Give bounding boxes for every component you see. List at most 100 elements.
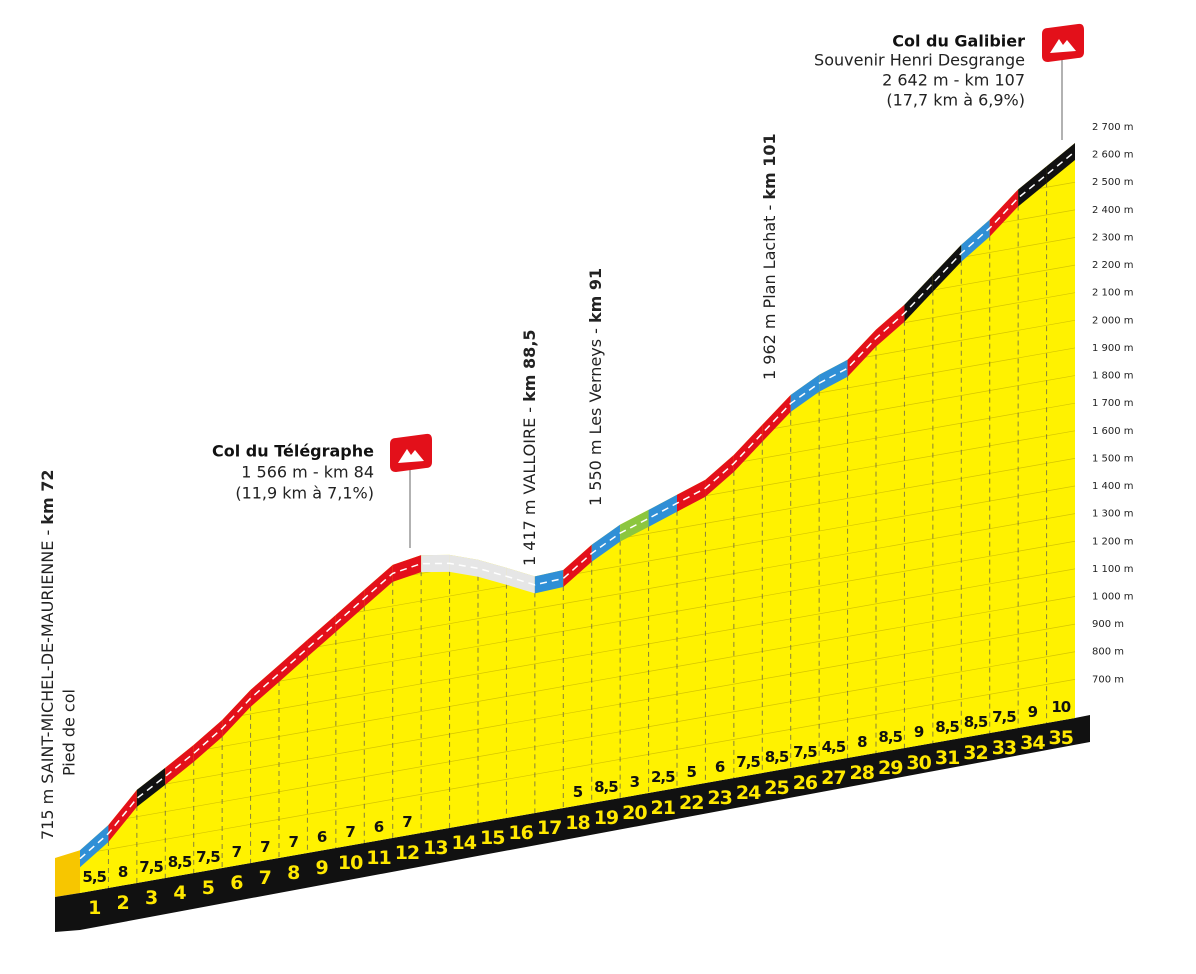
y-tick-label: 2 700 m xyxy=(1092,122,1134,133)
road-segment xyxy=(591,524,621,562)
col-climb: (17,7 km à 6,9%) xyxy=(886,91,1025,110)
y-tick-label: 900 m xyxy=(1092,619,1124,630)
y-tick-label: 1 200 m xyxy=(1092,536,1134,547)
lachat-label: 1 962 m Plan Lachat - km 101 xyxy=(760,133,779,380)
gradient-label: 9 xyxy=(1028,703,1038,721)
verneys-label: 1 550 m Les Verneys - km 91 xyxy=(586,268,605,506)
gradient-label: 6 xyxy=(374,818,384,836)
km-label: 15 xyxy=(480,827,504,849)
col-title: Col du Télégraphe xyxy=(212,442,374,461)
y-tick-label: 1 900 m xyxy=(1092,343,1134,354)
km-label: 21 xyxy=(651,797,675,819)
y-tick-label: 2 400 m xyxy=(1092,205,1134,216)
grid-line xyxy=(80,596,1075,772)
gradient-label: 8,5 xyxy=(594,778,618,796)
km-label: 23 xyxy=(707,787,731,809)
grid-line xyxy=(80,651,1075,828)
km-label: 13 xyxy=(423,837,447,859)
gradient-label: 7,5 xyxy=(793,743,817,761)
gradient-label: 8,5 xyxy=(878,728,902,746)
grid-line xyxy=(80,568,1075,745)
km-label: 14 xyxy=(452,832,477,854)
road-segment xyxy=(733,424,763,472)
km-label: 7 xyxy=(259,867,271,889)
y-tick-label: 700 m xyxy=(1092,674,1124,685)
gradient-label: 8 xyxy=(857,733,867,751)
km-label: 30 xyxy=(906,752,931,774)
gradient-label: 3 xyxy=(630,773,640,791)
gradient-label: 5 xyxy=(573,783,583,801)
road-segment xyxy=(222,689,251,737)
road-segment xyxy=(961,219,990,262)
km-label: 2 xyxy=(117,892,129,914)
y-tick-label: 2 600 m xyxy=(1092,150,1134,161)
y-tick-label: 2 000 m xyxy=(1092,315,1134,326)
gradient-label: 8 xyxy=(118,863,128,881)
base-band xyxy=(55,715,1090,932)
gradient-label: 8,5 xyxy=(935,718,959,736)
km-label: 8 xyxy=(287,862,300,884)
km-label: 5 xyxy=(202,877,214,899)
y-tick-label: 1 600 m xyxy=(1092,426,1134,437)
road-segment xyxy=(534,569,564,594)
km-label: 31 xyxy=(935,747,959,769)
lachat-km: km 101 xyxy=(760,133,779,199)
valloire-km: km 88,5 xyxy=(520,329,539,401)
grid-line xyxy=(80,143,1075,303)
gradient-label: 8,5 xyxy=(168,853,192,871)
gradient-label: 6 xyxy=(715,758,725,776)
gradient-label: 10 xyxy=(1051,698,1070,716)
km-label: 9 xyxy=(316,857,328,879)
verneys-km: km 91 xyxy=(586,268,605,323)
km-label: 12 xyxy=(395,842,419,864)
gradient-label: 4,5 xyxy=(822,738,846,756)
y-tick-label: 1 500 m xyxy=(1092,453,1134,464)
gradient-label: 7,5 xyxy=(196,848,220,866)
km-label: 18 xyxy=(565,812,590,834)
verneys-text: 1 550 m Les Verneys - xyxy=(586,323,605,506)
y-tick-label: 1 300 m xyxy=(1092,509,1134,520)
start-note: Pied de col xyxy=(60,689,79,776)
road-segment xyxy=(364,564,393,607)
col-title: Col du Galibier xyxy=(892,32,1025,51)
gradient-label: 7 xyxy=(260,838,270,856)
km-label: 32 xyxy=(963,742,987,764)
gradient-label: 7 xyxy=(232,843,242,861)
km-label: 27 xyxy=(821,767,845,789)
col-detail: 1 566 m - km 84 xyxy=(241,463,374,482)
y-tick-label: 1 400 m xyxy=(1092,481,1134,492)
profile-area xyxy=(80,143,1075,893)
km-label: 4 xyxy=(173,882,186,904)
km-label: 20 xyxy=(622,802,647,824)
y-tick-label: 2 100 m xyxy=(1092,288,1134,299)
y-tick-label: 2 200 m xyxy=(1092,260,1134,271)
km-label: 10 xyxy=(338,852,363,874)
valloire-text: 1 417 m VALLOIRE - xyxy=(520,402,539,566)
base-layer xyxy=(55,715,1090,932)
y-tick-label: 1 100 m xyxy=(1092,564,1134,575)
y-tick-label: 1 000 m xyxy=(1092,591,1134,602)
km-label: 28 xyxy=(850,762,875,784)
flag-icon xyxy=(1042,23,1084,62)
gradient-label: 7 xyxy=(345,823,355,841)
gradient-label: 2,5 xyxy=(651,768,675,786)
km-label: 1 xyxy=(88,897,100,919)
col-climb: (11,9 km à 7,1%) xyxy=(235,484,374,503)
gradient-label: 8,5 xyxy=(964,713,988,731)
km-label: 17 xyxy=(537,817,561,839)
gradient-label: 5,5 xyxy=(82,868,106,886)
top-layer: 700 m 800 m 900 m 1 000 m 1 100 m 1 200 m 1 30… xyxy=(79,122,1134,919)
start-text: 715 m SAINT-MICHEL-DE-MAURIENNE - xyxy=(38,525,57,840)
gradient-label: 5 xyxy=(686,763,696,781)
gradient-label: 7,5 xyxy=(139,858,163,876)
gradient-label: 7 xyxy=(402,813,412,831)
valloire-label: 1 417 m VALLOIRE - km 88,5 xyxy=(520,329,539,566)
km-label: 29 xyxy=(878,757,902,779)
road-segment xyxy=(392,555,422,582)
road-segment xyxy=(677,479,706,512)
gradient-label: 7,5 xyxy=(736,753,760,771)
road-centerline xyxy=(79,150,1076,860)
km-label: 22 xyxy=(679,792,703,814)
km-label: 19 xyxy=(594,807,618,829)
